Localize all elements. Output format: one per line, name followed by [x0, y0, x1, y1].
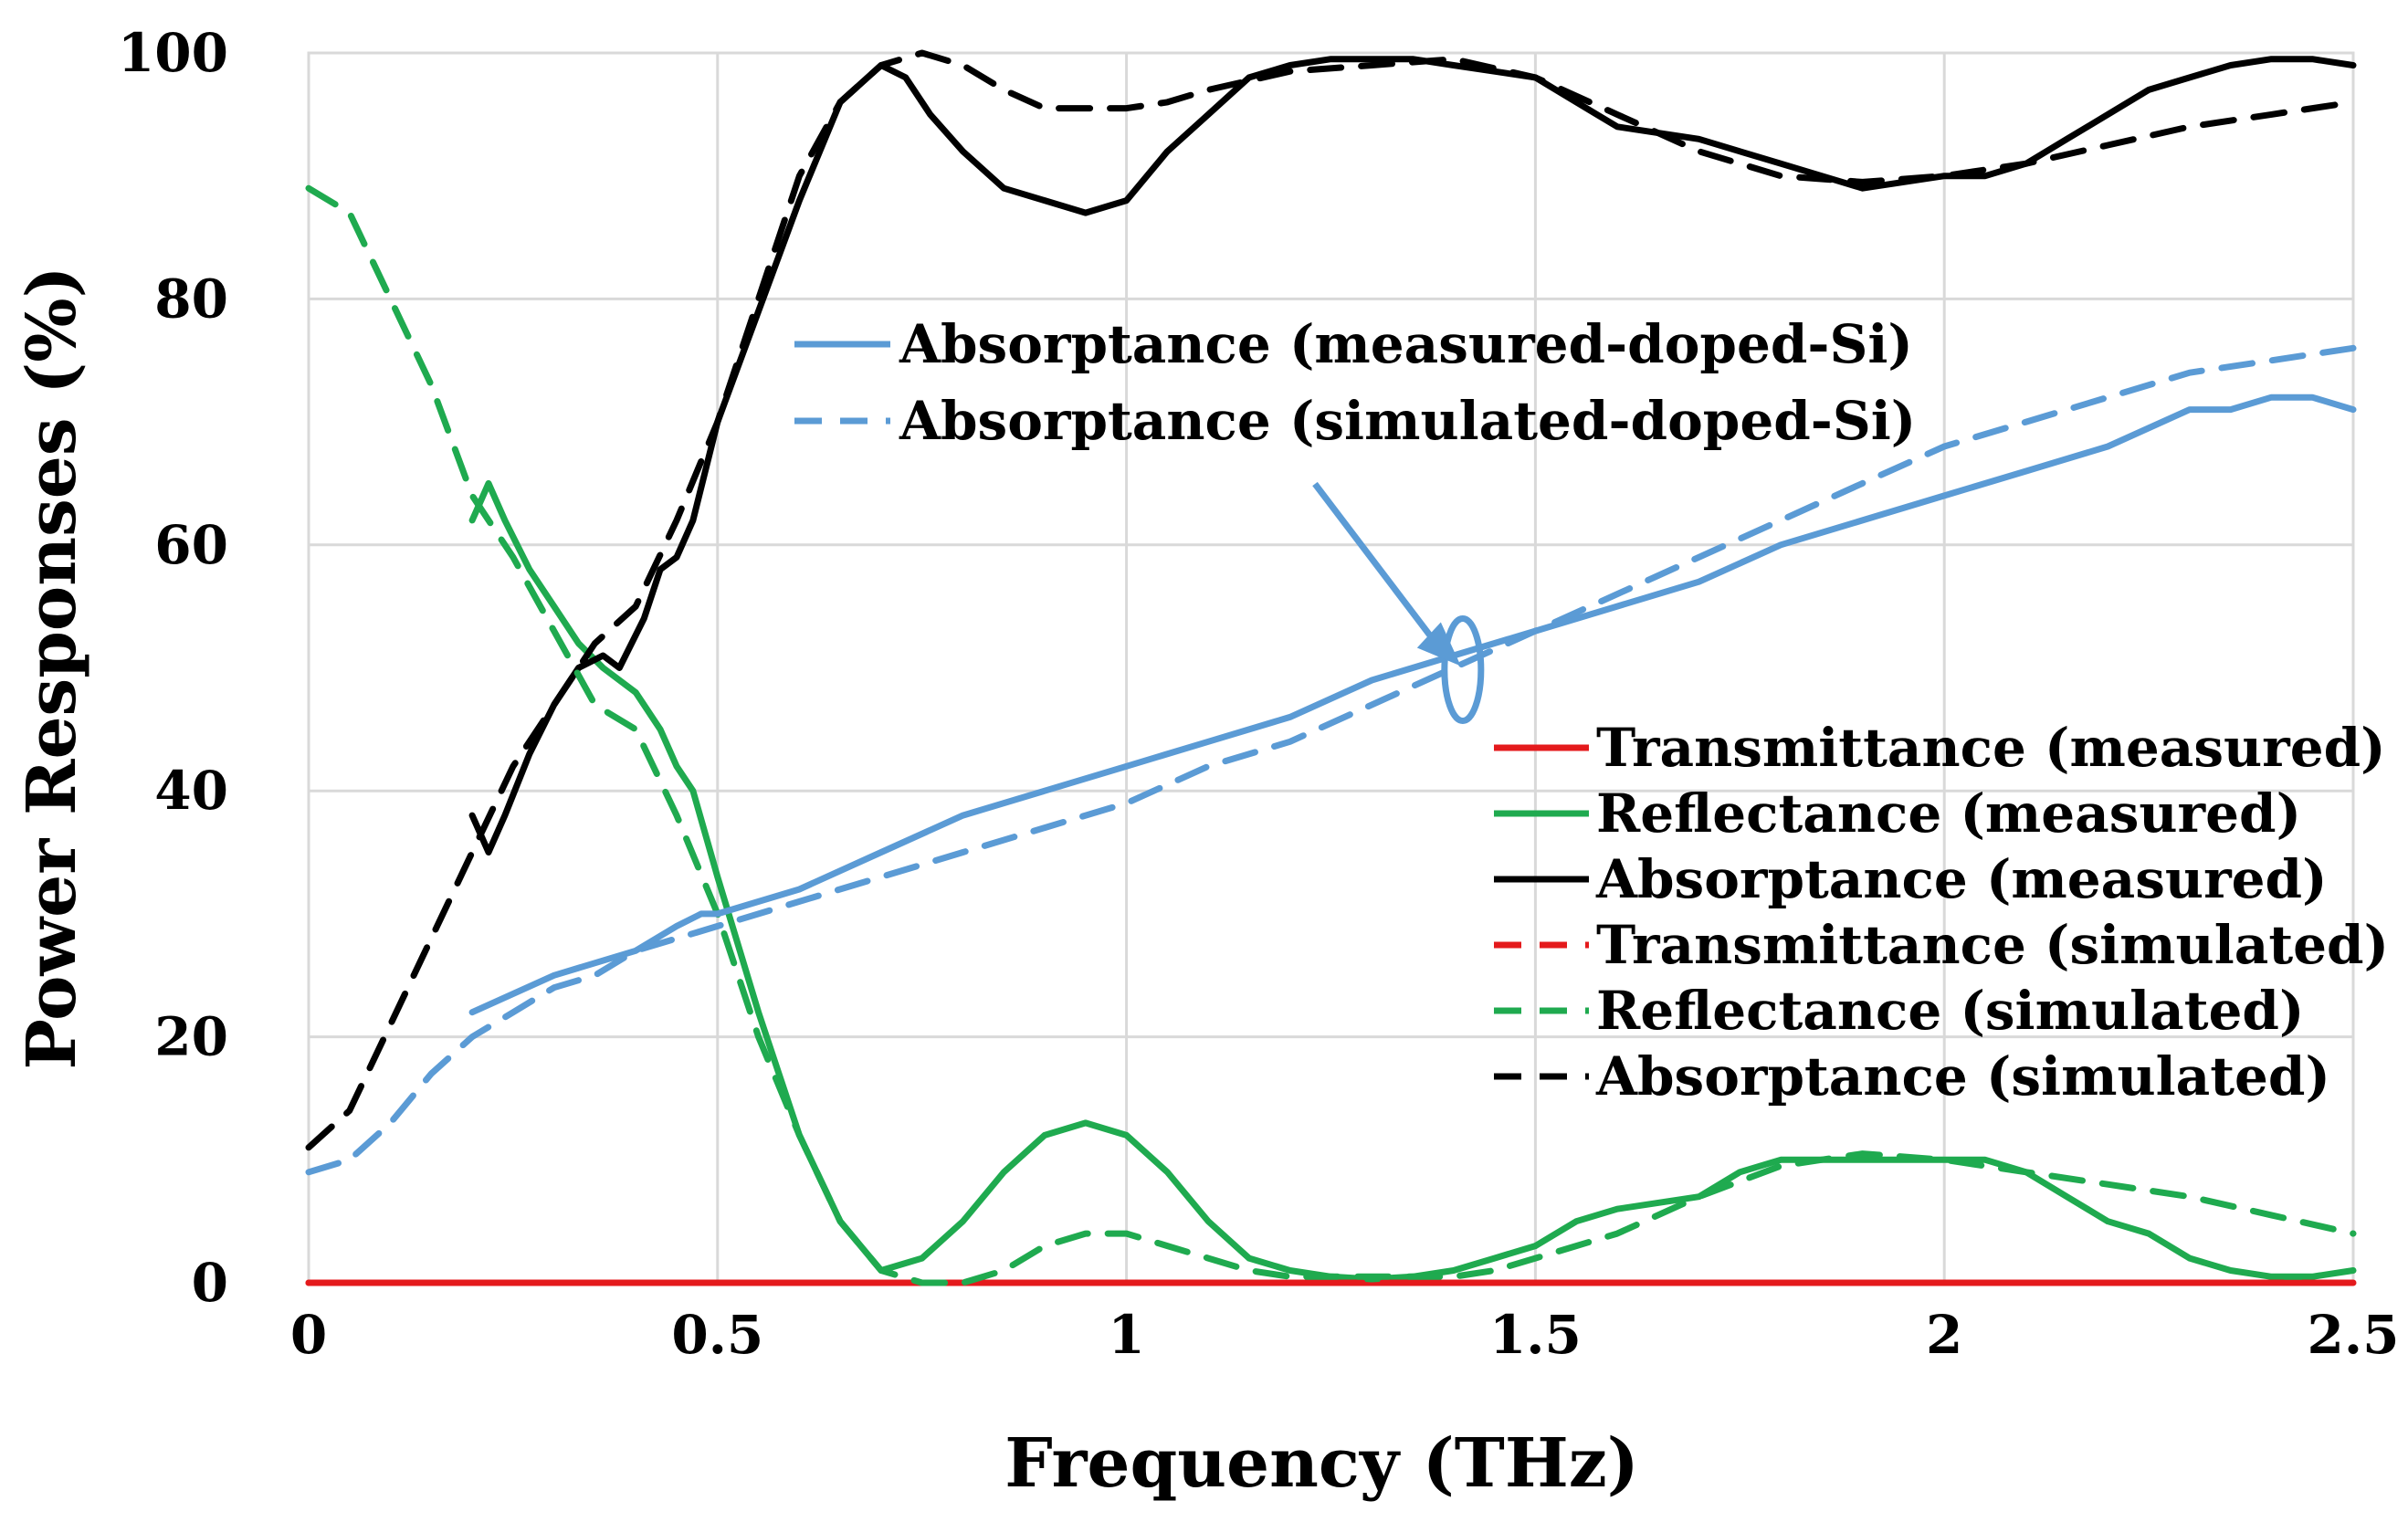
- x-axis-title: Frequency (THz): [1004, 1424, 1639, 1503]
- legend-label: Absorptance (simulated): [1595, 1045, 2330, 1107]
- annotation-arrowhead: [1416, 622, 1461, 667]
- y-tick-label: 0: [192, 1252, 228, 1314]
- legend-label: Transmittance (measured): [1596, 717, 2386, 779]
- series-line-absorptance-simulated-doped-si: [305, 344, 2357, 1176]
- y-tick-label: 20: [154, 1006, 228, 1068]
- annotation-arrow-line: [1312, 481, 1449, 659]
- legend-label: Reflectance (simulated): [1596, 980, 2304, 1042]
- series-line-absorptance-simulated: [305, 49, 2357, 1151]
- x-tick-label: 0.5: [671, 1304, 763, 1366]
- legend-label: Transmittance (simulated): [1596, 914, 2389, 976]
- x-tick-label: 1.5: [1489, 1304, 1582, 1366]
- series-line-absorptance-measured-doped-si: [468, 394, 2357, 1016]
- y-tick-label: 40: [154, 760, 228, 822]
- legend-label: Absorptance (measured): [1595, 848, 2328, 910]
- x-tick-label: 1: [1108, 1304, 1144, 1366]
- series-line-reflectance-simulated: [305, 184, 2357, 1286]
- y-axis-title: Power Responses (%): [13, 266, 91, 1069]
- x-tick-label: 0: [290, 1304, 327, 1366]
- y-tick-label: 100: [118, 22, 228, 84]
- y-tick-label: 80: [154, 268, 228, 330]
- legend-label: Reflectance (measured): [1596, 782, 2301, 845]
- x-tick-label: 2.5: [2308, 1304, 2400, 1366]
- legend-label: Absorptance (simulated-doped-Si): [899, 390, 1916, 452]
- legend-label: Absorptance (measured-doped-Si): [899, 313, 1913, 375]
- y-tick-label: 60: [154, 514, 228, 576]
- series-line-absorptance-measured: [468, 56, 2357, 855]
- x-tick-label: 2: [1926, 1304, 1962, 1366]
- annotation-ellipse: [1441, 615, 1485, 724]
